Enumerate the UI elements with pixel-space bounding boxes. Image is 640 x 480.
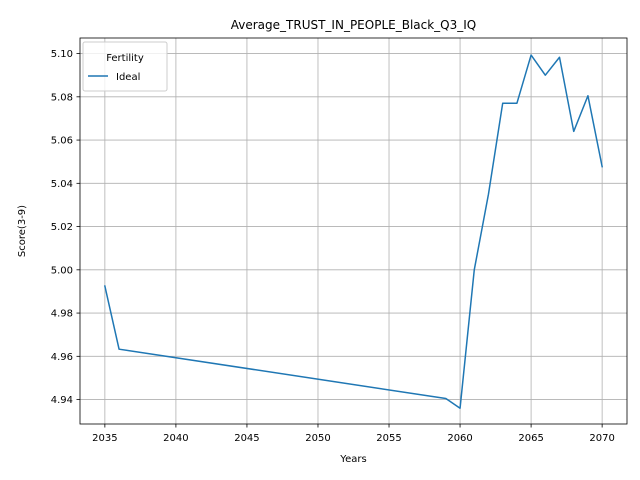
series-lines	[103, 54, 604, 409]
x-tick-label: 2070	[589, 433, 614, 444]
x-tick-label: 2040	[163, 433, 188, 444]
x-tick-label: 2060	[447, 433, 472, 444]
y-tick-label: 5.06	[51, 136, 73, 147]
x-tick-label: 2055	[376, 433, 401, 444]
series-line-ideal	[103, 54, 604, 409]
y-tick-label: 5.10	[51, 49, 73, 60]
y-tick-label: 5.02	[51, 222, 73, 233]
y-axis-label: Score(3-9)	[17, 205, 28, 257]
y-tick-label: 4.98	[51, 309, 73, 320]
x-axis-ticks: 2035 2040 2045 2050 2055 2060 2065 2070	[92, 424, 615, 444]
y-tick-label: 4.96	[51, 352, 73, 363]
y-tick-label: 5.00	[51, 265, 73, 276]
y-tick-label: 5.08	[51, 92, 73, 103]
y-tick-label: 4.94	[51, 395, 73, 406]
x-tick-label: 2045	[234, 433, 259, 444]
legend-series-label: Ideal	[116, 72, 140, 83]
plot-area-frame	[79, 37, 628, 425]
x-tick-label: 2050	[305, 433, 330, 444]
legend: Fertility Ideal	[82, 41, 168, 92]
x-tick-label: 2035	[92, 433, 117, 444]
legend-title: Fertility	[106, 53, 144, 64]
chart-title: Average_TRUST_IN_PEOPLE_Black_Q3_IQ	[231, 18, 477, 32]
x-axis-label: Years	[339, 454, 366, 465]
legend-box	[82, 41, 168, 92]
y-tick-label: 5.04	[51, 179, 73, 190]
grid-lines	[80, 38, 627, 424]
x-tick-label: 2065	[518, 433, 543, 444]
y-axis-ticks: 4.94 4.96 4.98 5.00 5.02 5.04 5.06 5.08 5.10	[51, 49, 80, 406]
